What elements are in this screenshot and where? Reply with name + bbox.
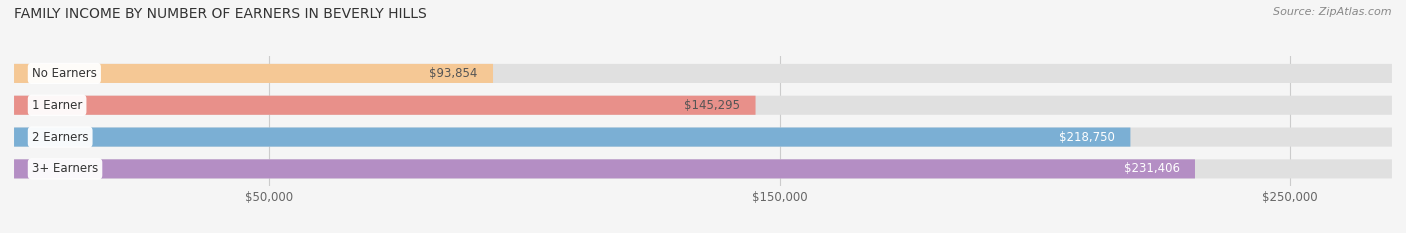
FancyBboxPatch shape [14, 64, 494, 83]
FancyBboxPatch shape [14, 159, 1195, 178]
Text: 2 Earners: 2 Earners [32, 130, 89, 144]
Text: $231,406: $231,406 [1123, 162, 1180, 175]
FancyBboxPatch shape [14, 96, 1392, 115]
FancyBboxPatch shape [14, 159, 1392, 178]
Text: Source: ZipAtlas.com: Source: ZipAtlas.com [1274, 7, 1392, 17]
FancyBboxPatch shape [14, 127, 1130, 147]
Text: No Earners: No Earners [32, 67, 97, 80]
Text: 3+ Earners: 3+ Earners [32, 162, 98, 175]
FancyBboxPatch shape [14, 96, 755, 115]
Text: $145,295: $145,295 [685, 99, 740, 112]
Text: 1 Earner: 1 Earner [32, 99, 83, 112]
FancyBboxPatch shape [14, 127, 1392, 147]
Text: $93,854: $93,854 [429, 67, 478, 80]
FancyBboxPatch shape [14, 64, 1392, 83]
Text: FAMILY INCOME BY NUMBER OF EARNERS IN BEVERLY HILLS: FAMILY INCOME BY NUMBER OF EARNERS IN BE… [14, 7, 427, 21]
Text: $218,750: $218,750 [1059, 130, 1115, 144]
